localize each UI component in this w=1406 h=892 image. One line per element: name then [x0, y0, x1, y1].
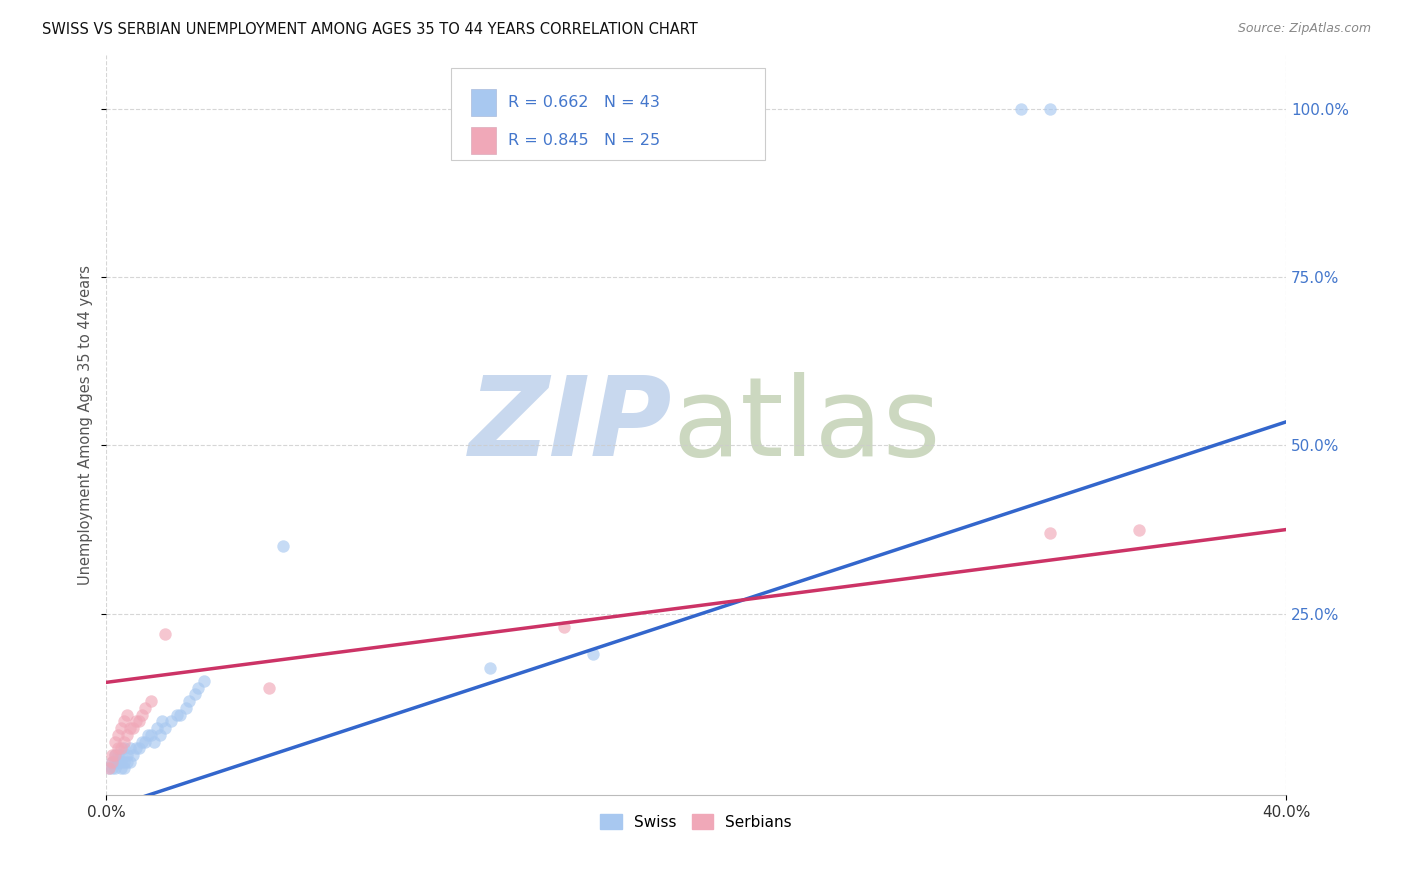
Text: SWISS VS SERBIAN UNEMPLOYMENT AMONG AGES 35 TO 44 YEARS CORRELATION CHART: SWISS VS SERBIAN UNEMPLOYMENT AMONG AGES…	[42, 22, 697, 37]
Text: atlas: atlas	[672, 372, 941, 479]
Point	[115, 707, 138, 722]
Point	[128, 741, 150, 756]
Point	[122, 721, 145, 735]
Point	[112, 762, 135, 776]
Point	[166, 707, 188, 722]
Point	[1039, 102, 1062, 116]
Point	[553, 620, 575, 634]
Point	[136, 728, 159, 742]
Point	[257, 681, 280, 695]
Point	[110, 741, 132, 756]
Point	[134, 701, 156, 715]
Point	[107, 747, 129, 762]
Point	[118, 721, 141, 735]
Point	[1039, 525, 1062, 540]
Point	[155, 627, 177, 641]
Point	[174, 701, 197, 715]
Point	[104, 734, 127, 748]
Point	[128, 714, 150, 729]
Point	[193, 673, 215, 688]
Point	[112, 741, 135, 756]
Point	[125, 714, 148, 729]
Point	[160, 714, 183, 729]
Point	[187, 681, 209, 695]
Point	[478, 660, 501, 674]
Point	[115, 747, 138, 762]
Point	[115, 755, 138, 769]
Point	[110, 721, 132, 735]
Point	[145, 721, 167, 735]
Text: R = 0.662   N = 43: R = 0.662 N = 43	[508, 95, 659, 111]
Point	[125, 741, 148, 756]
Y-axis label: Unemployment Among Ages 35 to 44 years: Unemployment Among Ages 35 to 44 years	[79, 265, 93, 585]
Point	[142, 734, 165, 748]
Point	[1128, 523, 1150, 537]
Point	[177, 694, 200, 708]
Point	[107, 728, 129, 742]
Point	[131, 734, 153, 748]
Point	[152, 714, 174, 729]
Point	[273, 540, 295, 554]
Text: Source: ZipAtlas.com: Source: ZipAtlas.com	[1237, 22, 1371, 36]
Point	[104, 755, 127, 769]
Point	[169, 707, 191, 722]
Point	[112, 755, 135, 769]
Point	[104, 747, 127, 762]
Text: ZIP: ZIP	[470, 372, 672, 479]
Point	[139, 728, 162, 742]
Point	[118, 755, 141, 769]
Point	[110, 762, 132, 776]
Point	[112, 734, 135, 748]
Point	[112, 714, 135, 729]
Point	[104, 762, 127, 776]
Text: R = 0.845   N = 25: R = 0.845 N = 25	[508, 133, 659, 148]
Point	[98, 762, 121, 776]
Point	[101, 755, 124, 769]
Point	[110, 755, 132, 769]
Point	[582, 647, 605, 661]
Point	[184, 688, 207, 702]
Legend: Swiss, Serbians: Swiss, Serbians	[595, 808, 799, 836]
Point	[101, 755, 124, 769]
Point	[148, 728, 170, 742]
Point	[101, 762, 124, 776]
Point	[118, 741, 141, 756]
Point	[1010, 102, 1032, 116]
Point	[107, 755, 129, 769]
Point	[104, 747, 127, 762]
Point	[131, 707, 153, 722]
Point	[110, 747, 132, 762]
Point	[101, 747, 124, 762]
Point	[122, 747, 145, 762]
Point	[115, 728, 138, 742]
Point	[107, 741, 129, 756]
Point	[98, 762, 121, 776]
Point	[139, 694, 162, 708]
Point	[155, 721, 177, 735]
Point	[134, 734, 156, 748]
